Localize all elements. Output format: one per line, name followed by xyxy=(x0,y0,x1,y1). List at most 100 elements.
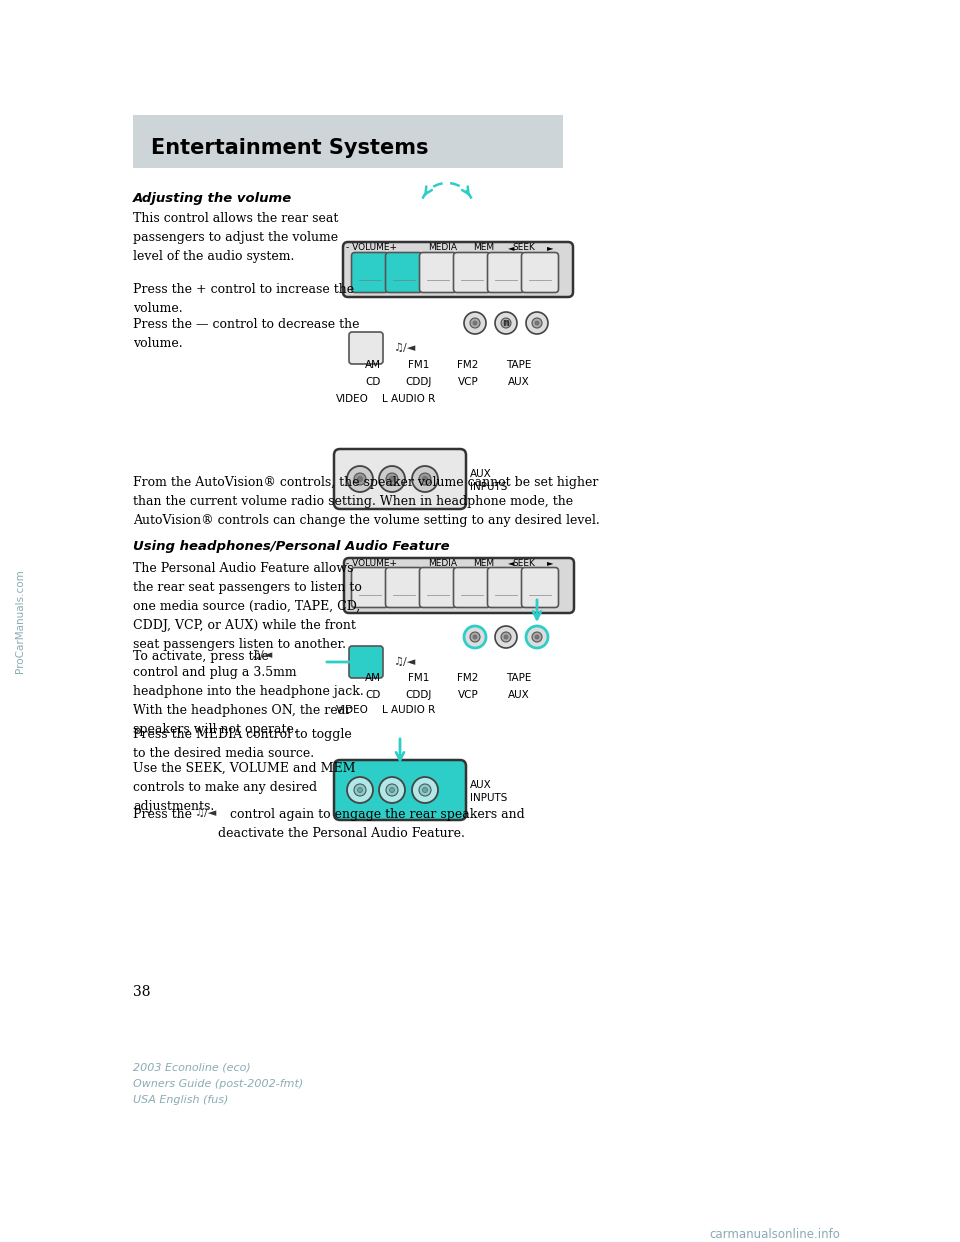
FancyBboxPatch shape xyxy=(351,252,389,293)
Circle shape xyxy=(379,466,405,492)
Circle shape xyxy=(390,787,395,792)
FancyBboxPatch shape xyxy=(420,252,457,293)
Text: USA English (fus): USA English (fus) xyxy=(133,1095,228,1105)
Circle shape xyxy=(464,312,486,334)
Text: SEEK: SEEK xyxy=(513,559,536,568)
Text: VCP: VCP xyxy=(458,378,478,388)
Circle shape xyxy=(379,777,405,804)
Circle shape xyxy=(412,777,438,804)
Circle shape xyxy=(535,635,539,638)
Text: ♫/◄: ♫/◄ xyxy=(394,657,417,667)
Circle shape xyxy=(532,632,542,642)
Circle shape xyxy=(357,477,363,482)
FancyBboxPatch shape xyxy=(344,558,574,614)
Circle shape xyxy=(354,473,366,484)
Circle shape xyxy=(419,784,431,796)
Text: ►: ► xyxy=(547,243,553,252)
Text: AUX: AUX xyxy=(470,780,492,790)
Text: This control allows the rear seat
passengers to adjust the volume
level of the a: This control allows the rear seat passen… xyxy=(133,212,338,263)
Text: Use the SEEK, VOLUME and MEM
controls to make any desired
adjustments.: Use the SEEK, VOLUME and MEM controls to… xyxy=(133,763,355,814)
FancyBboxPatch shape xyxy=(386,568,422,607)
Circle shape xyxy=(473,635,477,638)
FancyBboxPatch shape xyxy=(343,242,573,297)
Text: MEM: MEM xyxy=(473,243,494,252)
FancyBboxPatch shape xyxy=(351,568,389,607)
Text: FM2: FM2 xyxy=(457,360,479,370)
Text: Entertainment Systems: Entertainment Systems xyxy=(151,138,428,158)
Circle shape xyxy=(470,632,480,642)
Text: AM: AM xyxy=(365,673,381,683)
FancyBboxPatch shape xyxy=(453,568,491,607)
Text: control again to engage the rear speakers and
deactivate the Personal Audio Feat: control again to engage the rear speaker… xyxy=(218,809,525,840)
Text: INPUTS: INPUTS xyxy=(470,482,508,492)
Text: Press the — control to decrease the
volume.: Press the — control to decrease the volu… xyxy=(133,318,359,350)
Circle shape xyxy=(419,473,431,484)
Text: - VOLUME+: - VOLUME+ xyxy=(347,243,397,252)
Circle shape xyxy=(412,466,438,492)
FancyBboxPatch shape xyxy=(420,568,457,607)
Text: CDDJ: CDDJ xyxy=(406,378,432,388)
Text: ♫/◄: ♫/◄ xyxy=(195,809,217,818)
Text: MEM: MEM xyxy=(473,559,494,568)
Text: MEDIA: MEDIA xyxy=(428,559,458,568)
Circle shape xyxy=(532,318,542,328)
Text: TAPE: TAPE xyxy=(506,360,532,370)
Circle shape xyxy=(347,466,373,492)
Text: Press the MEDIA control to toggle
to the desired media source.: Press the MEDIA control to toggle to the… xyxy=(133,728,351,760)
Bar xyxy=(133,116,563,168)
FancyBboxPatch shape xyxy=(488,568,524,607)
Text: To activate, press the: To activate, press the xyxy=(133,650,269,663)
FancyBboxPatch shape xyxy=(349,646,383,678)
Text: AUX: AUX xyxy=(508,378,530,388)
Text: - VOLUME+: - VOLUME+ xyxy=(347,559,397,568)
Circle shape xyxy=(535,320,539,325)
Text: 38: 38 xyxy=(133,985,151,999)
Text: Press the + control to increase the
volume.: Press the + control to increase the volu… xyxy=(133,283,354,315)
Circle shape xyxy=(504,635,508,638)
Text: Adjusting the volume: Adjusting the volume xyxy=(133,193,292,205)
Text: ♫/◄: ♫/◄ xyxy=(394,343,417,353)
Circle shape xyxy=(495,312,517,334)
Text: FM1: FM1 xyxy=(408,673,430,683)
Text: n: n xyxy=(502,318,510,328)
Text: carmanualsonline.info: carmanualsonline.info xyxy=(709,1228,840,1241)
Text: ►: ► xyxy=(547,559,553,568)
Text: Using headphones/Personal Audio Feature: Using headphones/Personal Audio Feature xyxy=(133,540,449,553)
FancyBboxPatch shape xyxy=(334,760,466,820)
Circle shape xyxy=(422,477,427,482)
Text: VIDEO: VIDEO xyxy=(336,394,369,404)
Circle shape xyxy=(422,787,427,792)
Text: AM: AM xyxy=(365,360,381,370)
FancyBboxPatch shape xyxy=(334,450,466,509)
Text: 2003 Econoline (eco): 2003 Econoline (eco) xyxy=(133,1063,251,1073)
Text: AUX: AUX xyxy=(508,691,530,700)
Text: AUX: AUX xyxy=(470,469,492,479)
Text: SEEK: SEEK xyxy=(513,243,536,252)
Circle shape xyxy=(473,320,477,325)
Circle shape xyxy=(357,787,363,792)
Circle shape xyxy=(390,477,395,482)
Circle shape xyxy=(501,318,511,328)
Text: FM1: FM1 xyxy=(408,360,430,370)
Text: ◄: ◄ xyxy=(508,559,515,568)
Text: From the AutoVision® controls, the speaker volume cannot be set higher
than the : From the AutoVision® controls, the speak… xyxy=(133,476,600,527)
Text: The Personal Audio Feature allows
the rear seat passengers to listen to
one medi: The Personal Audio Feature allows the re… xyxy=(133,561,362,651)
FancyBboxPatch shape xyxy=(349,332,383,364)
Circle shape xyxy=(526,312,548,334)
Circle shape xyxy=(501,632,511,642)
Text: FM2: FM2 xyxy=(457,673,479,683)
Text: control and plug a 3.5mm
headphone into the headphone jack.
With the headphones : control and plug a 3.5mm headphone into … xyxy=(133,666,364,737)
Text: VIDEO: VIDEO xyxy=(336,705,369,715)
Circle shape xyxy=(386,784,398,796)
Text: L AUDIO R: L AUDIO R xyxy=(382,705,436,715)
Circle shape xyxy=(526,626,548,648)
Text: TAPE: TAPE xyxy=(506,673,532,683)
Text: CD: CD xyxy=(366,691,381,700)
Text: ◄: ◄ xyxy=(508,243,515,252)
Text: INPUTS: INPUTS xyxy=(470,792,508,804)
Circle shape xyxy=(347,777,373,804)
Text: CDDJ: CDDJ xyxy=(406,691,432,700)
Text: L AUDIO R: L AUDIO R xyxy=(382,394,436,404)
Circle shape xyxy=(504,320,508,325)
Text: VCP: VCP xyxy=(458,691,478,700)
